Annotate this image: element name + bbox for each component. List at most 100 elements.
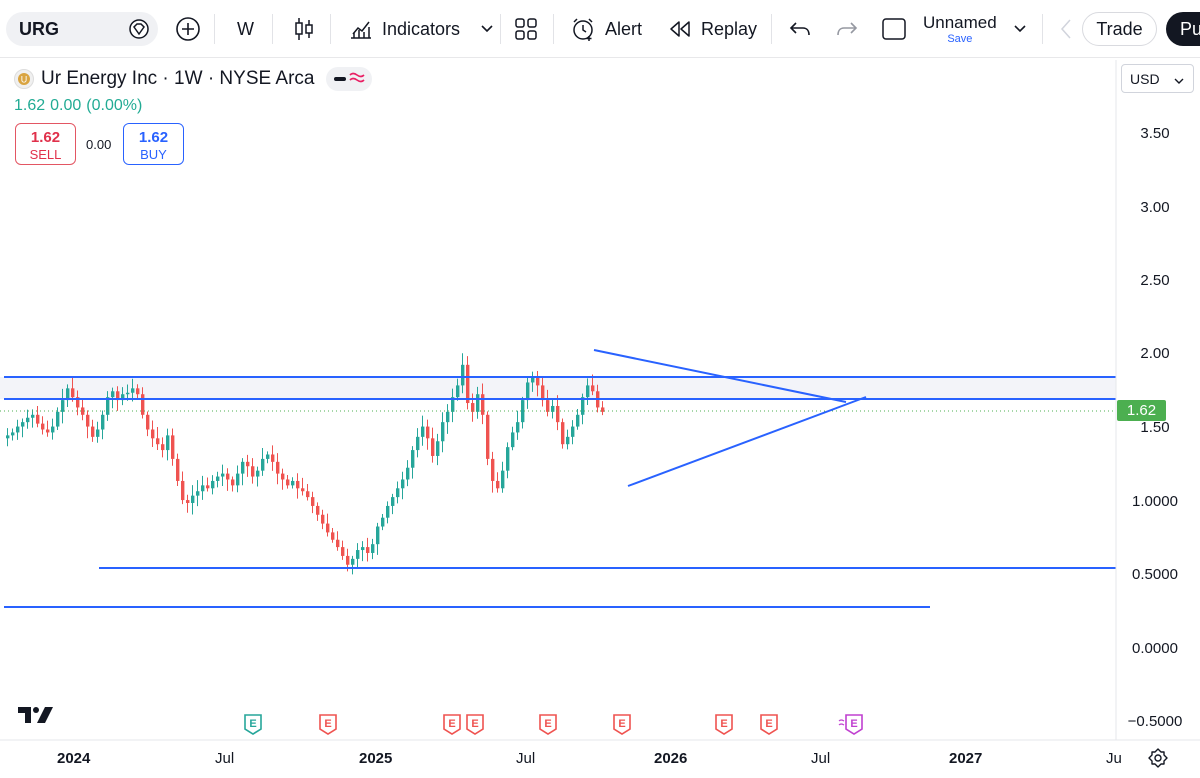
wave-icon[interactable] [349,70,366,88]
settings-icon[interactable] [1148,748,1168,773]
candle-body [436,441,440,456]
buy-button[interactable]: 1.62 BUY [123,123,184,165]
currency-selector[interactable]: USD [1121,64,1194,93]
candle-body [501,470,505,489]
layout-button[interactable] [881,0,907,58]
tradingview-logo-icon[interactable] [17,705,57,730]
price-tick: 3.50 [1140,125,1170,142]
layout-menu-dropdown[interactable] [1013,0,1027,58]
top-toolbar: URG W Indicators [0,0,1200,58]
symbol-type-icon [128,18,150,45]
svg-text:U: U [21,75,28,85]
layouts-button[interactable] [514,0,538,58]
candle-body [211,480,215,489]
candle-body [571,426,575,437]
time-tick: 2026 [654,750,688,767]
candle-body [351,558,355,565]
publish-label: Pu [1180,18,1200,39]
triangle-lower-trendline[interactable] [627,396,867,487]
candle-body [511,432,515,448]
alert-label: Alert [605,18,643,39]
triangle-upper-trendline[interactable] [593,349,847,403]
candle-body [426,426,430,439]
buy-price: 1.62 [138,129,169,146]
legend-toggle[interactable] [326,67,373,91]
candle-body [336,539,340,548]
candle-body [531,376,535,383]
candle-body [256,470,260,477]
candle-body [246,461,250,467]
replay-button[interactable]: Replay [668,0,757,58]
candle-body [76,397,80,408]
earnings-marker[interactable]: E [759,713,779,735]
candle-body [546,400,550,412]
candle-body [26,417,30,423]
candle-body [181,480,185,501]
earnings-marker[interactable]: E [243,713,263,735]
candle-body [346,555,350,565]
earnings-marker[interactable]: E [612,713,632,735]
price-tick: 2.00 [1140,345,1170,362]
interval-button[interactable]: W [237,0,254,58]
candle-body [81,407,85,415]
candle-body [551,405,555,412]
candle-body [151,429,155,439]
add-symbol-button[interactable] [175,0,201,58]
undo-button[interactable] [789,0,811,58]
layout-name-button[interactable]: Unnamed Save [923,14,997,45]
earnings-marker[interactable]: E [442,713,462,735]
indicators-dropdown[interactable] [480,0,494,58]
collapse-icon[interactable] [333,70,347,88]
time-tick: Jul [516,750,536,767]
earnings-marker[interactable]: E [714,713,734,735]
svg-text:E: E [544,718,551,730]
layout-name: Unnamed [923,13,997,32]
quick-search-button[interactable] [1056,0,1076,58]
candle-body [581,397,585,415]
candle-body [186,500,190,503]
symbol-search[interactable]: URG [6,12,158,46]
candle-body [221,473,225,477]
chart-type-button[interactable] [293,0,315,58]
sell-button[interactable]: 1.62 SELL [15,123,76,165]
candle-body [121,394,125,401]
alert-clock-icon [570,16,596,42]
symbol-title[interactable]: Ur Energy Inc · 1W · NYSE Arca [41,68,315,89]
alert-button[interactable]: Alert [570,0,642,58]
redo-icon [836,19,858,39]
candle-body [86,414,90,427]
candle-body [566,436,570,445]
candle-body [326,523,330,533]
candle-body [331,532,335,540]
redo-button[interactable] [836,0,858,58]
chevron-down-icon [480,24,494,34]
indicators-button[interactable]: Indicators [349,0,460,58]
candle-body [591,385,595,392]
drawings-group[interactable] [4,349,1116,608]
candle-body [71,388,75,398]
candle-body [36,414,40,424]
earnings-marker-upcoming[interactable]: E [838,713,864,735]
currency-label: USD [1130,70,1160,87]
earnings-marker[interactable]: E [538,713,558,735]
svg-text:E: E [471,718,478,730]
svg-text:E: E [324,718,331,730]
earnings-marker[interactable]: E [465,713,485,735]
earnings-marker[interactable]: E [318,713,338,735]
candle-body [476,394,480,412]
candle-body [526,382,530,401]
publish-button[interactable]: Pu [1166,12,1200,46]
candle-body [481,394,485,415]
candle-body [46,429,50,433]
time-tick: Jul [811,750,831,767]
candle-body [466,364,470,404]
candle-body [61,400,65,412]
candle-body [556,405,560,423]
trade-button[interactable]: Trade [1082,12,1157,46]
candle-body [401,479,405,489]
candle-body [271,454,275,462]
price-tick: 3.00 [1140,199,1170,216]
svg-text:E: E [618,718,625,730]
candle-body [166,435,170,451]
